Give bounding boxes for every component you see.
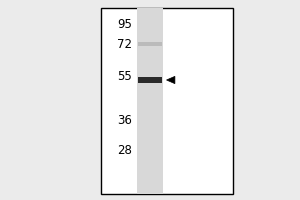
Text: 72: 72	[117, 38, 132, 50]
Text: 95: 95	[117, 18, 132, 30]
Bar	[139, 42, 162, 46]
Bar	[100, 8, 232, 194]
Bar	[137, 8, 163, 194]
Text: 55: 55	[117, 70, 132, 82]
Bar	[138, 77, 162, 83]
Text: 36: 36	[117, 114, 132, 127]
Text: 28: 28	[117, 144, 132, 156]
Polygon shape	[167, 76, 175, 84]
